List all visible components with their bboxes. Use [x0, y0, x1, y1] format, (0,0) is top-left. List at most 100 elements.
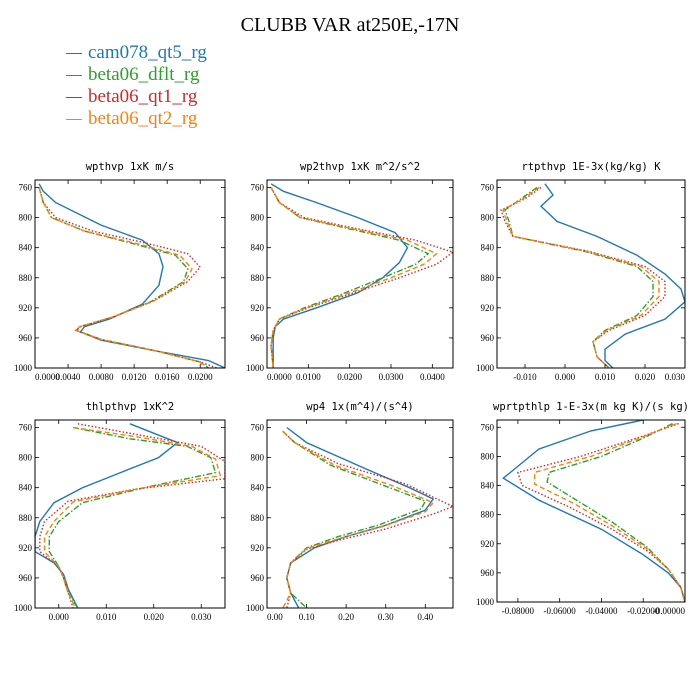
series-line-beta06_dflt_rg	[48, 426, 217, 608]
y-tick-label: 840	[251, 483, 265, 493]
y-tick-label: 760	[19, 423, 33, 433]
y-tick-label: 840	[481, 481, 495, 491]
x-tick-label: 0.020	[144, 612, 165, 622]
series-line-beta06_qt2_rg	[502, 186, 660, 368]
legend-label: beta06_qt2_rg	[88, 108, 198, 129]
series-line-beta06_qt2_rg	[282, 430, 435, 608]
y-tick-label: 960	[481, 333, 495, 343]
y-tick-label: 760	[481, 183, 495, 193]
legend-swatch	[66, 74, 82, 76]
x-tick-label: 0.40	[417, 612, 433, 622]
x-tick-label: -0.04000	[585, 606, 618, 616]
x-tick-label: 0.10	[299, 612, 315, 622]
x-tick-label: 0.0080	[89, 372, 114, 382]
x-tick-label: 0.030	[191, 612, 212, 622]
legend-swatch	[66, 52, 82, 54]
plot-frame	[496, 179, 686, 369]
panel-title: wprtpthlp 1-E-3x(m kg K)/(s kg)	[493, 401, 689, 413]
series-line-cam078_qt5_rg	[270, 183, 409, 368]
series-line-cam078_qt5_rg	[539, 183, 685, 368]
x-tick-label: 0.010	[595, 372, 616, 382]
series-line-beta06_qt1_rg	[39, 423, 225, 608]
chart-panel-4: thlpthvp 1xK^2 760 800 840 880 920 960 1000 0.00…	[14, 401, 226, 622]
x-tick-label: -0.02000	[627, 606, 660, 616]
x-tick-label: 0.0120	[122, 372, 147, 382]
x-tick-label: 0.30	[378, 612, 394, 622]
legend-label: beta06_qt1_rg	[88, 86, 198, 107]
x-tick-label: 0.0400	[420, 372, 445, 382]
y-tick-label: 1000	[14, 363, 33, 373]
series-line-cam078_qt5_rg	[35, 423, 179, 608]
x-tick-label: -0.010	[513, 372, 537, 382]
y-tick-label: 880	[481, 510, 495, 520]
chart-panel-6: wprtpthlp 1-E-3x(m kg K)/(s kg) 760 800 840…	[476, 401, 689, 616]
y-tick-label: 800	[251, 453, 265, 463]
series-line-beta06_dflt_rg	[546, 422, 685, 602]
x-tick-label: 0.0100	[296, 372, 321, 382]
y-tick-label: 880	[251, 273, 265, 283]
y-tick-label: 920	[19, 543, 33, 553]
y-tick-label: 960	[19, 333, 33, 343]
series-line-beta06_dflt_rg	[504, 186, 654, 368]
y-tick-label: 960	[251, 573, 265, 583]
y-tick-label: 760	[481, 422, 495, 432]
figure-title: CLUBB VAR at250E,-17N	[240, 14, 460, 36]
series-line-beta06_qt1_rg	[38, 187, 217, 368]
panel-title: wp2thvp 1xK m^2/s^2	[300, 161, 420, 173]
y-tick-label: 920	[19, 303, 33, 313]
x-tick-label: -0.06000	[544, 606, 577, 616]
y-tick-label: 1000	[246, 603, 265, 613]
y-tick-label: 1000	[246, 363, 265, 373]
x-tick-label: 0.0300	[379, 372, 404, 382]
series-line-beta06_qt1_rg	[517, 422, 685, 602]
legend: cam078_qt5_rg beta06_dflt_rg beta06_qt1_…	[66, 42, 207, 130]
series-line-beta06_dflt_rg	[282, 430, 427, 608]
x-tick-label: 0.0200	[337, 372, 362, 382]
y-tick-label: 760	[19, 183, 33, 193]
y-tick-label: 880	[481, 273, 495, 283]
y-tick-label: 760	[251, 183, 265, 193]
x-tick-label: 0.000	[555, 372, 576, 382]
y-tick-label: 960	[251, 333, 265, 343]
plot-frame	[496, 419, 686, 603]
y-tick-label: 880	[19, 273, 33, 283]
panel-title: thlpthvp 1xK^2	[86, 401, 175, 413]
series-line-cam078_qt5_rg	[38, 183, 225, 368]
y-tick-label: 1000	[14, 603, 33, 613]
y-tick-label: 1000	[476, 363, 495, 373]
plot-frame	[34, 179, 226, 369]
y-tick-label: 960	[19, 573, 33, 583]
legend-item-beta06-qt2-rg: beta06_qt2_rg	[66, 108, 207, 130]
chart-panel-3: rtpthvp 1E-3x(kg/kg) K 760 800 840 880 920 960…	[476, 161, 686, 382]
y-tick-label: 920	[251, 303, 265, 313]
x-tick-label: -0.08000	[502, 606, 535, 616]
chart-panel-5: wp4 1x(m^4)/(s^4)76080084088092096010000…	[246, 401, 454, 622]
y-tick-label: 1000	[476, 597, 495, 607]
x-tick-label: 0.010	[96, 612, 117, 622]
x-tick-label: 0.0160	[155, 372, 180, 382]
series-line-beta06_qt1_rg	[282, 430, 453, 608]
plot-frame	[266, 419, 454, 609]
y-tick-label: 840	[19, 243, 33, 253]
y-tick-label: 920	[481, 303, 495, 313]
y-tick-label: 800	[19, 453, 33, 463]
chart-panel-1: wpthvp 1xK m/s76080084088092096010000.00…	[14, 161, 226, 382]
y-tick-label: 920	[251, 543, 265, 553]
y-tick-label: 880	[251, 513, 265, 523]
legend-label: cam078_qt5_rg	[88, 42, 207, 63]
y-tick-label: 840	[19, 483, 33, 493]
legend-swatch	[66, 118, 82, 120]
y-tick-label: 840	[251, 243, 265, 253]
y-tick-label: 880	[19, 513, 33, 523]
legend-item-beta06-qt1-rg: beta06_qt1_rg	[66, 86, 207, 108]
x-tick-label: 0.020	[635, 372, 656, 382]
chart-panel-2: wp2thvp 1xK m^2/s^2 760 800 840 880 920 960 100…	[246, 161, 454, 382]
x-tick-label: 0.0040	[56, 372, 81, 382]
x-tick-label: 0.20	[338, 612, 354, 622]
x-tick-label: 0.000	[49, 612, 70, 622]
x-tick-label: 0.0000	[267, 372, 292, 382]
plot-frame	[266, 179, 454, 369]
x-tick-label: -0.00000	[653, 606, 686, 616]
panel-title: wpthvp 1xK m/s	[86, 161, 175, 173]
